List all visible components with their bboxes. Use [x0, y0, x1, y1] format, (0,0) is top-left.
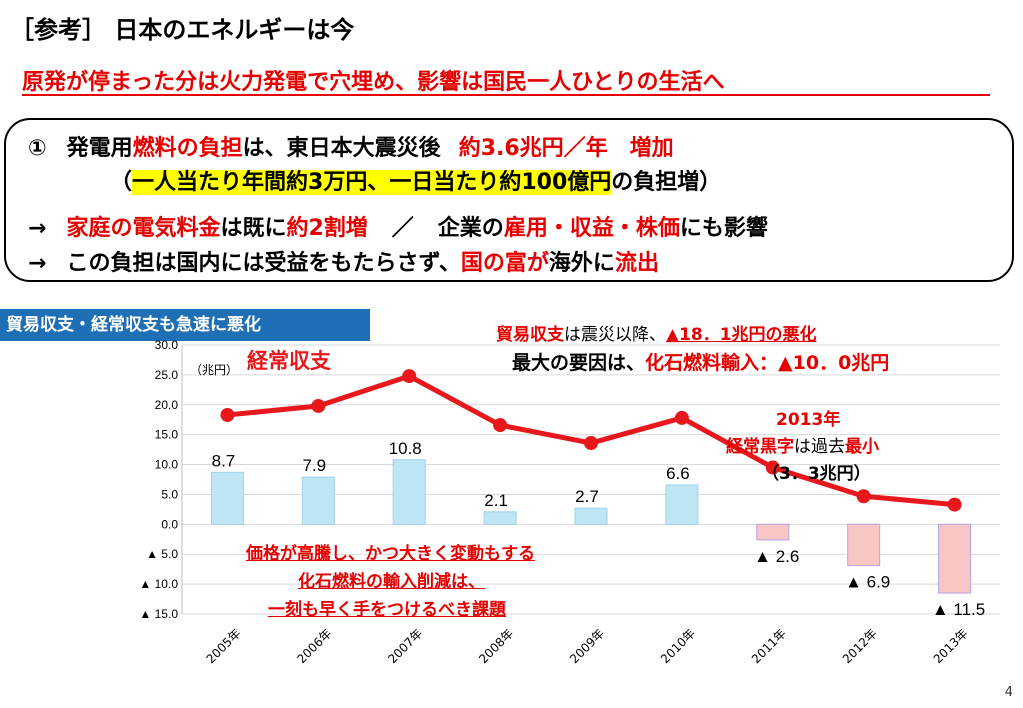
line-point [765, 460, 780, 475]
arrow-icon: → [28, 251, 47, 276]
summary-line-2: （一人当たり年間約3万円、一日当たり約100億円の負担増） [110, 164, 721, 196]
summary-emphasis: 雇用・収益・株価 [503, 216, 680, 241]
summary-highlight: 一人当たり年間約3万円、一日当たり約100億円 [132, 170, 612, 195]
arrow-icon: → [28, 216, 47, 241]
x-tick-label: 2006年 [294, 626, 334, 666]
note-emphasis: ▲18．1兆円の悪化 [666, 325, 817, 345]
bar-data-label: 10.8 [389, 439, 422, 458]
note-emphasis: 経常黒字 [726, 437, 794, 457]
line-point [674, 410, 689, 425]
summary-emphasis: 約2割増 [286, 216, 368, 241]
y-tick-label: ▲ 10.0 [139, 577, 178, 591]
headline: 原発が停まった分は火力発電で穴埋め、影響は国民一人ひとりの生活へ [22, 70, 725, 95]
summary-emphasis: 家庭の電気料金 [66, 216, 221, 241]
line-point [311, 398, 326, 413]
note-2013-value: （3．3兆円） [762, 464, 871, 484]
bar [574, 507, 608, 525]
bar [483, 511, 517, 525]
note-2013-surplus: 経常黒字は過去最小 [726, 432, 879, 457]
note-text: は過去 [794, 437, 845, 457]
summary-line-3: → 家庭の電気料金は既に約2割増 ／ 企業の雇用・収益・株価にも影響 [28, 210, 768, 242]
note-emphasis: 貿易収支 [496, 325, 564, 345]
y-tick-label: 10.0 [155, 458, 179, 472]
summary-emphasis: 燃料の負担 [132, 136, 243, 161]
y-tick-label: 5.0 [161, 487, 178, 501]
y-unit-label: （兆円） [190, 363, 238, 377]
y-tick-label: 15.0 [155, 428, 179, 442]
line-point [947, 497, 962, 512]
summary-line-4: → この負担は国内には受益をもたらさず、国の富が海外に流出 [28, 245, 659, 277]
summary-emphasis: 約3.6兆円／年 増加 [458, 136, 674, 161]
bar-data-label: 2.7 [575, 487, 599, 506]
bar [301, 476, 335, 525]
y-tick-label: 30.0 [155, 338, 179, 352]
price-note-2: 化石燃料の輸入削減は、 [298, 572, 485, 592]
summary-text: は、東日本大震災後 [242, 136, 441, 161]
bar [756, 523, 790, 541]
bar [938, 523, 972, 594]
x-tick-label: 2009年 [567, 626, 607, 666]
summary-text: ／ [391, 216, 414, 241]
x-tick-label: 2007年 [385, 626, 425, 666]
line-point [584, 436, 598, 451]
slide-title: ［参考］ 日本のエネルギーは今 [10, 16, 355, 44]
headline-underline [22, 94, 990, 96]
price-note-1: 価格が高騰し、かつ大きく変動もする [246, 544, 535, 564]
note-emphasis: 化石燃料輸入：▲10．0兆円 [645, 352, 890, 374]
summary-text: は既に [220, 216, 287, 241]
y-tick-label: ▲ 5.0 [146, 547, 178, 561]
summary-text: 企業の [437, 216, 504, 241]
summary-text: この負担は国内には受益をもたらさず、 [66, 251, 461, 276]
summary-text: （ [110, 170, 133, 195]
bar [392, 459, 426, 525]
bar-data-label: ▲ 11.5 [932, 600, 985, 619]
summary-emphasis: 流出 [614, 251, 659, 276]
bar-data-label: 6.6 [666, 464, 690, 483]
cause-note: 最大の要因は、化石燃料輸入：▲10．0兆円 [512, 348, 889, 375]
bar-data-label: 8.7 [212, 451, 236, 470]
y-tick-label: 0.0 [161, 517, 178, 531]
bar [665, 484, 699, 525]
summary-text: 発電用 [66, 136, 133, 161]
line-point [402, 369, 417, 384]
x-tick-label: 2010年 [658, 626, 698, 666]
price-note-3: 一刻も早く手をつけるべき課題 [268, 600, 506, 620]
chart-header: 貿易収支・経常収支も急速に悪化 [0, 309, 370, 341]
line-point [220, 407, 235, 422]
page-number: 4 [1004, 685, 1013, 700]
note-2013-year: 2013年 [776, 410, 841, 430]
bar-data-label: 2.1 [484, 491, 508, 510]
x-tick-label: 2013年 [931, 626, 971, 666]
bar-data-label: ▲ 6.9 [845, 573, 890, 592]
summary-text: にも影響 [679, 216, 768, 241]
trade-balance-note: 貿易収支は震災以降、▲18．1兆円の悪化 [496, 320, 817, 345]
bar-data-label: ▲ 2.6 [754, 547, 799, 566]
y-tick-label: 20.0 [155, 398, 179, 412]
note-text: は震災以降、 [564, 325, 666, 345]
note-emphasis: 最小 [845, 437, 879, 457]
circled-number: ① [28, 136, 47, 161]
x-tick-label: 2012年 [840, 626, 880, 666]
summary-text: 海外に [548, 251, 615, 276]
summary-line-1: ① 発電用燃料の負担は、東日本大震災後 約3.6兆円／年 増加 [28, 130, 674, 162]
x-tick-label: 2011年 [749, 626, 789, 666]
bar [847, 523, 881, 567]
summary-box: ① 発電用燃料の負担は、東日本大震災後 約3.6兆円／年 増加 （一人当たり年間約3… [4, 118, 1014, 282]
note-text: 最大の要因は、 [512, 352, 646, 374]
line-point [493, 418, 508, 433]
y-tick-label: 25.0 [155, 368, 179, 382]
x-tick-label: 2008年 [476, 626, 516, 666]
summary-emphasis: 国の富が [460, 251, 549, 276]
y-tick-label: ▲ 15.0 [139, 607, 178, 621]
bar [210, 471, 244, 525]
series-name-label: 経常収支 [247, 349, 332, 373]
summary-text: の負担増） [611, 170, 722, 195]
x-tick-label: 2005年 [204, 626, 244, 666]
line-point [856, 489, 871, 504]
bar-data-label: 7.9 [303, 456, 327, 475]
